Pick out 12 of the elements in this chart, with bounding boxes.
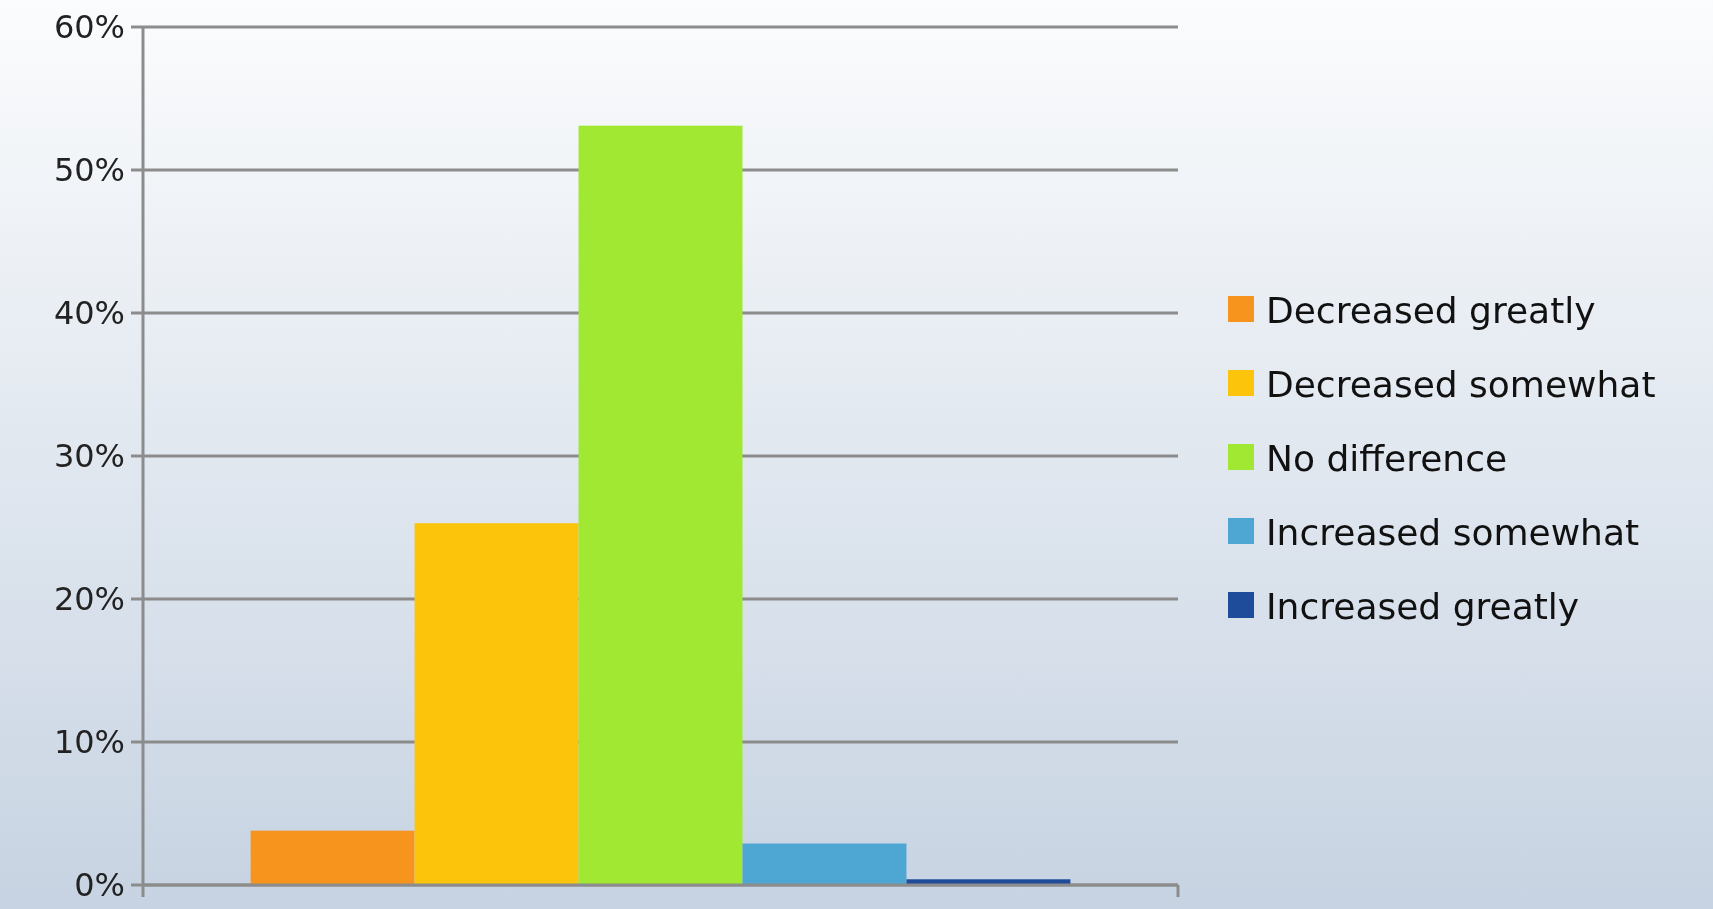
y-tick-label: 0% <box>74 866 125 905</box>
legend-label: Decreased somewhat <box>1266 363 1656 405</box>
y-tick-label: 50% <box>53 151 125 190</box>
y-tick-label: 20% <box>53 580 125 619</box>
y-tick-label: 40% <box>53 294 125 333</box>
y-tick-label: 10% <box>53 723 125 762</box>
legend-label: No difference <box>1266 437 1508 479</box>
legend-label: Increased greatly <box>1266 585 1580 627</box>
legend-label: Increased somewhat <box>1266 511 1640 553</box>
y-tick-label: 30% <box>53 437 125 476</box>
legend-label: Decreased greatly <box>1266 289 1596 331</box>
y-tick-label: 60% <box>53 8 125 47</box>
